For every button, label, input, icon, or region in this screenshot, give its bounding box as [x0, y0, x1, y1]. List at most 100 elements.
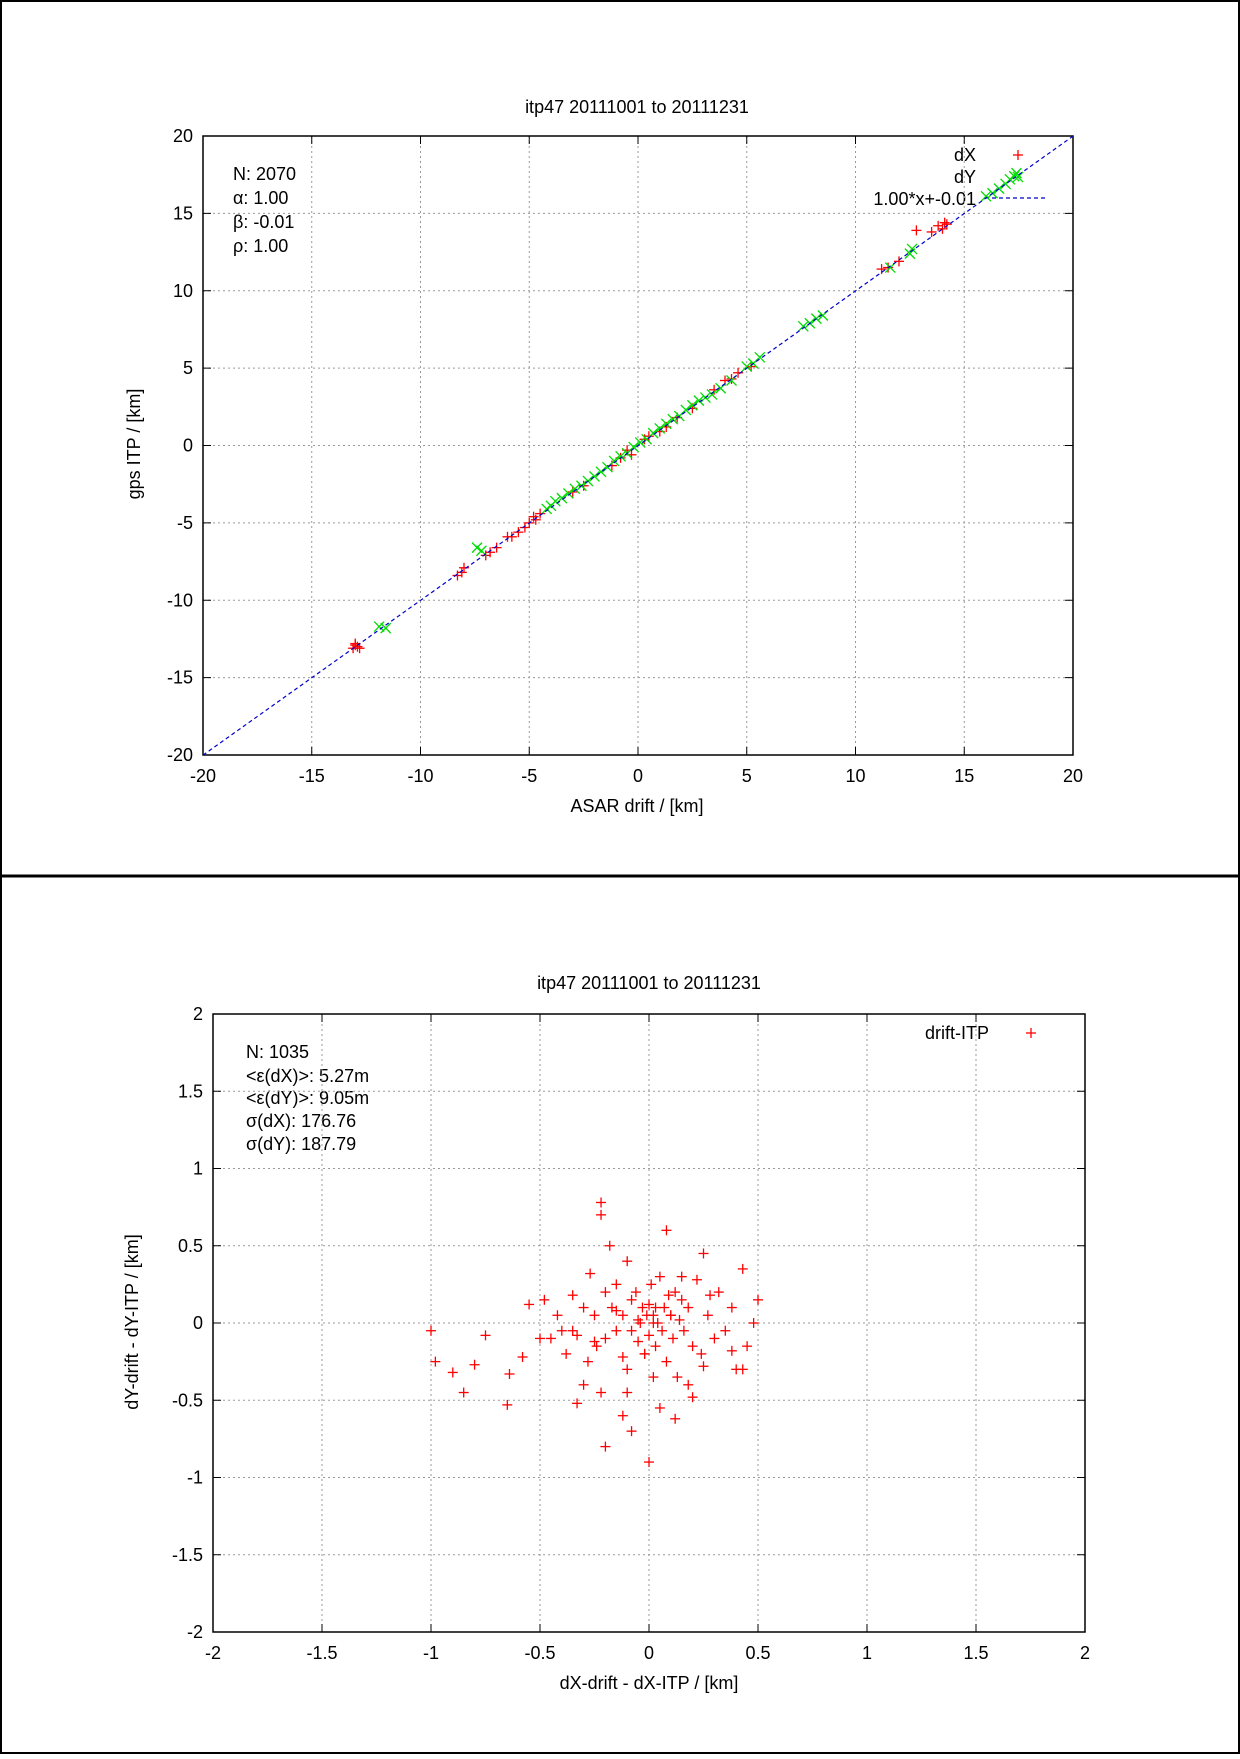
- data-point: [754, 351, 766, 363]
- data-point: [670, 1413, 681, 1424]
- x-tick-label: -1: [423, 1643, 439, 1663]
- data-point: [595, 466, 607, 478]
- data-point: [693, 395, 705, 407]
- data-point: [1008, 170, 1020, 182]
- data-point: [530, 514, 541, 525]
- stat-alpha: α: 1.00: [233, 188, 288, 208]
- data-point: [517, 1351, 528, 1362]
- data-point: [567, 1290, 578, 1301]
- data-point: [539, 1294, 550, 1305]
- data-point: [585, 1268, 596, 1279]
- data-point: [696, 1348, 707, 1359]
- data-point: [665, 1310, 676, 1321]
- x-tick-label: 0: [633, 766, 643, 786]
- data-point: [567, 1325, 578, 1336]
- data-point: [661, 1225, 672, 1236]
- data-point: [676, 1294, 687, 1305]
- data-point: [600, 1441, 611, 1452]
- data-point: [678, 1325, 689, 1336]
- data-point: [654, 1271, 665, 1282]
- data-point: [524, 1299, 535, 1310]
- data-point: [611, 1279, 622, 1290]
- legend-label-dx: dX: [954, 145, 976, 165]
- stats-box: N: 2070 α: 1.00 β: -0.01 ρ: 1.00: [233, 164, 296, 256]
- x-tick-label: 0: [644, 1643, 654, 1663]
- y-tick-label: 0: [193, 1313, 203, 1333]
- data-point: [456, 567, 467, 578]
- data-point: [491, 542, 502, 553]
- data-point: [556, 1325, 567, 1336]
- stat-n: N: 2070: [233, 164, 296, 184]
- data-point: [894, 256, 904, 267]
- data-point: [748, 1318, 759, 1328]
- data-point: [556, 492, 568, 504]
- data-point: [672, 1372, 683, 1383]
- data-point: [639, 1348, 650, 1359]
- data-point: [654, 1402, 665, 1413]
- data-point: [737, 1263, 748, 1274]
- data-point: [617, 1410, 628, 1421]
- data-point: [535, 1333, 545, 1344]
- axes: -2 -1.5 -1 -0.5 0 0.5 1 1.5 2 -2 -1.5 -1 -0.5 0 0.5 1 1.…: [172, 1004, 1090, 1663]
- y-tick-label: 0: [183, 436, 193, 456]
- chart-drift-residuals: itp47 20111001 to 20111231 dX-drift - dX…: [122, 973, 1090, 1693]
- data-point: [589, 1336, 600, 1347]
- legend-marker-dx: [1013, 150, 1023, 160]
- data-point: [643, 431, 654, 442]
- data-point: [626, 1325, 637, 1336]
- data-point: [426, 1325, 436, 1336]
- data-point: [654, 423, 666, 434]
- legend-label-fit: 1.00*x+-0.01: [873, 189, 976, 209]
- data-point: [469, 1359, 480, 1370]
- data-point: [622, 1387, 633, 1398]
- data-point: [608, 455, 620, 467]
- y-tick-label: -1: [187, 1468, 203, 1488]
- data-point: [617, 1351, 628, 1362]
- data-point: [611, 1305, 622, 1316]
- data-point: [659, 1302, 670, 1313]
- data-point: [702, 1310, 713, 1321]
- data-point: [380, 622, 392, 634]
- data-point: [687, 1392, 698, 1403]
- data-point: [797, 320, 809, 332]
- data-point: [596, 1387, 607, 1398]
- data-point: [561, 1348, 572, 1359]
- data-point: [600, 1287, 611, 1298]
- legend-symbol: [1026, 1028, 1036, 1038]
- data-point: [683, 1302, 694, 1313]
- x-tick-label: 1: [862, 1643, 872, 1663]
- data-point: [687, 1341, 698, 1352]
- x-tick-label: 20: [1063, 766, 1083, 786]
- data-point: [552, 1310, 563, 1321]
- data-point: [633, 1314, 644, 1325]
- series-dx: [348, 217, 952, 654]
- data-point: [647, 427, 659, 439]
- y-tick-label: -15: [167, 668, 193, 688]
- data-point: [617, 1310, 628, 1321]
- data-point: [650, 1302, 661, 1313]
- stat-sigma-dx: σ(dX): 176.76: [246, 1111, 356, 1131]
- data-point: [447, 1367, 458, 1378]
- x-tick-label: 10: [845, 766, 865, 786]
- data-point: [648, 1318, 659, 1328]
- series-drift-itp: [426, 1197, 763, 1468]
- data-point: [630, 1287, 641, 1298]
- stat-n: N: 1035: [246, 1042, 309, 1062]
- stats-box: N: 1035 <ε(dX)>: 5.27m <ε(dY)>: 9.05m σ(…: [246, 1042, 369, 1154]
- data-point: [674, 1314, 685, 1325]
- data-point: [726, 373, 737, 384]
- x-tick-label: -20: [190, 766, 216, 786]
- data-point: [634, 436, 646, 448]
- data-point: [596, 1197, 607, 1208]
- data-point: [906, 243, 918, 255]
- data-point: [680, 404, 692, 416]
- data-point: [663, 1290, 674, 1301]
- data-point: [646, 1279, 657, 1290]
- data-point: [683, 1379, 694, 1390]
- data-point: [430, 1356, 441, 1367]
- y-tick-label: -5: [177, 513, 193, 533]
- data-point: [941, 219, 952, 230]
- data-point: [713, 1287, 724, 1298]
- stat-beta: β: -0.01: [233, 212, 294, 232]
- y-tick-label: -20: [167, 745, 193, 765]
